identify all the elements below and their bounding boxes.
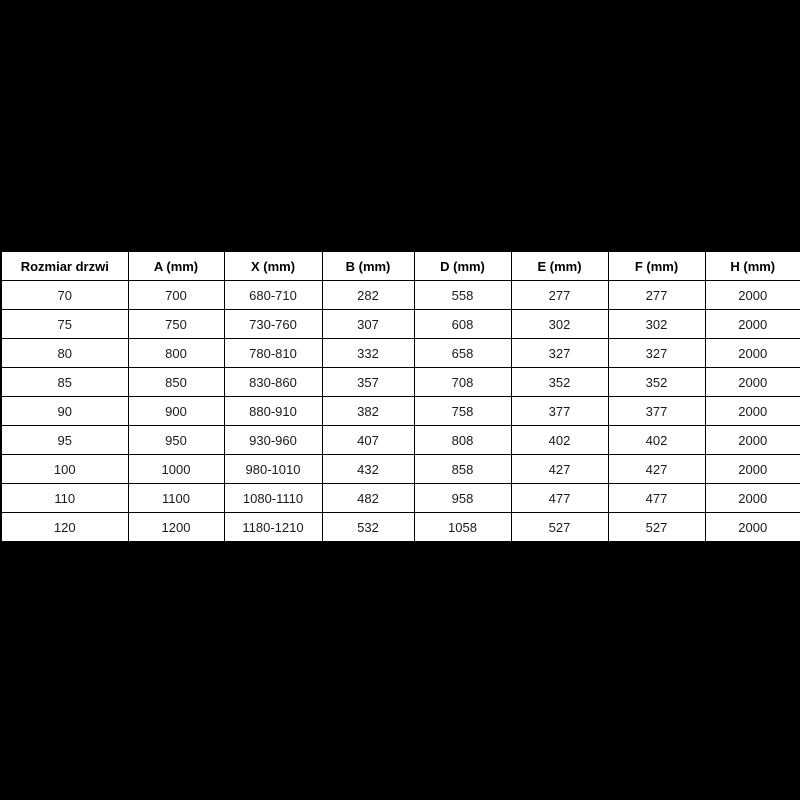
table-cell: 980-1010 [223,454,323,484]
table-cell: 658 [413,338,512,368]
table-cell: 950 [127,425,225,455]
door-size-spec-table: Rozmiar drzwi A (mm) X (mm) B (mm) D (mm) E (… [0,250,800,543]
table-cell: 1058 [413,512,512,543]
table-cell: 900 [127,396,225,426]
table-cell: 482 [321,483,415,513]
table-cell: 327 [510,338,609,368]
table-cell: 1200 [127,512,225,543]
table-row: 120 1200 1180-1210 532 1058 527 527 2000 [0,512,800,543]
table-cell: 352 [607,367,706,397]
table-cell: 85 [0,367,129,397]
table-row: 95 950 930-960 407 808 402 402 2000 [0,425,800,455]
table-cell: 2000 [704,454,800,484]
table-cell: 700 [127,280,225,310]
table-cell: 730-760 [223,309,323,339]
table-cell: 758 [413,396,512,426]
table-cell: 800 [127,338,225,368]
table-cell: 608 [413,309,512,339]
column-header: Rozmiar drzwi [0,250,129,281]
table-cell: 377 [510,396,609,426]
table-cell: 427 [510,454,609,484]
table-cell: 75 [0,309,129,339]
table-cell: 1080-1110 [223,483,323,513]
table-cell: 477 [510,483,609,513]
table-cell: 277 [607,280,706,310]
table-cell: 477 [607,483,706,513]
table-cell: 282 [321,280,415,310]
table-cell: 780-810 [223,338,323,368]
table-cell: 427 [607,454,706,484]
table-cell: 930-960 [223,425,323,455]
table-cell: 830-860 [223,367,323,397]
column-header: B (mm) [321,250,415,281]
table-cell: 1100 [127,483,225,513]
table-cell: 1180-1210 [223,512,323,543]
table-body: 70 700 680-710 282 558 277 277 2000 75 750 730-760… [0,280,800,543]
table-cell: 357 [321,367,415,397]
table-cell: 302 [510,309,609,339]
table-cell: 708 [413,367,512,397]
table-cell: 377 [607,396,706,426]
column-header: E (mm) [510,250,609,281]
table-cell: 808 [413,425,512,455]
table-cell: 2000 [704,338,800,368]
table-cell: 2000 [704,309,800,339]
table-cell: 2000 [704,396,800,426]
table-cell: 100 [0,454,129,484]
table-cell: 527 [510,512,609,543]
table-cell: 332 [321,338,415,368]
table-cell: 277 [510,280,609,310]
table-cell: 80 [0,338,129,368]
table-row: 70 700 680-710 282 558 277 277 2000 [0,280,800,310]
table-cell: 382 [321,396,415,426]
table-row: 85 850 830-860 357 708 352 352 2000 [0,367,800,397]
table-header-row: Rozmiar drzwi A (mm) X (mm) B (mm) D (mm) E (… [0,250,800,281]
table-cell: 2000 [704,512,800,543]
table-cell: 1000 [127,454,225,484]
table-cell: 850 [127,367,225,397]
table-cell: 2000 [704,367,800,397]
table-cell: 120 [0,512,129,543]
column-header: D (mm) [413,250,512,281]
table-row: 80 800 780-810 332 658 327 327 2000 [0,338,800,368]
table-cell: 2000 [704,425,800,455]
table-cell: 90 [0,396,129,426]
table-cell: 532 [321,512,415,543]
table-cell: 958 [413,483,512,513]
table-cell: 858 [413,454,512,484]
table-cell: 327 [607,338,706,368]
table-cell: 527 [607,512,706,543]
column-header: F (mm) [607,250,706,281]
table-cell: 750 [127,309,225,339]
table-cell: 302 [607,309,706,339]
table-cell: 352 [510,367,609,397]
table-cell: 407 [321,425,415,455]
table-cell: 402 [510,425,609,455]
table-cell: 880-910 [223,396,323,426]
table-cell: 680-710 [223,280,323,310]
table-cell: 110 [0,483,129,513]
table-cell: 70 [0,280,129,310]
table-cell: 402 [607,425,706,455]
table-row: 110 1100 1080-1110 482 958 477 477 2000 [0,483,800,513]
column-header: A (mm) [127,250,225,281]
table-cell: 432 [321,454,415,484]
column-header: X (mm) [223,250,323,281]
table-cell: 2000 [704,280,800,310]
column-header: H (mm) [704,250,800,281]
table-cell: 307 [321,309,415,339]
table-row: 90 900 880-910 382 758 377 377 2000 [0,396,800,426]
table-row: 100 1000 980-1010 432 858 427 427 2000 [0,454,800,484]
table-cell: 558 [413,280,512,310]
table-cell: 95 [0,425,129,455]
table-row: 75 750 730-760 307 608 302 302 2000 [0,309,800,339]
table-cell: 2000 [704,483,800,513]
